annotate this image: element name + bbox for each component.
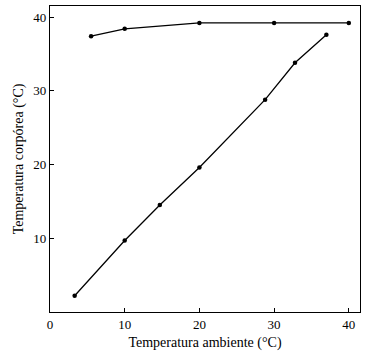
svg-text:40: 40 [33,10,46,25]
svg-text:Temperatura ambiente (°C): Temperatura ambiente (°C) [128,335,281,351]
svg-text:30: 30 [268,317,281,332]
svg-text:20: 20 [193,317,206,332]
svg-text:30: 30 [33,83,46,98]
svg-text:20: 20 [33,157,46,172]
svg-text:0: 0 [47,317,54,332]
svg-text:Temperatura corpórea (°C): Temperatura corpórea (°C) [11,83,27,234]
svg-text:10: 10 [33,231,46,246]
svg-text:10: 10 [118,317,131,332]
svg-text:40: 40 [342,317,355,332]
